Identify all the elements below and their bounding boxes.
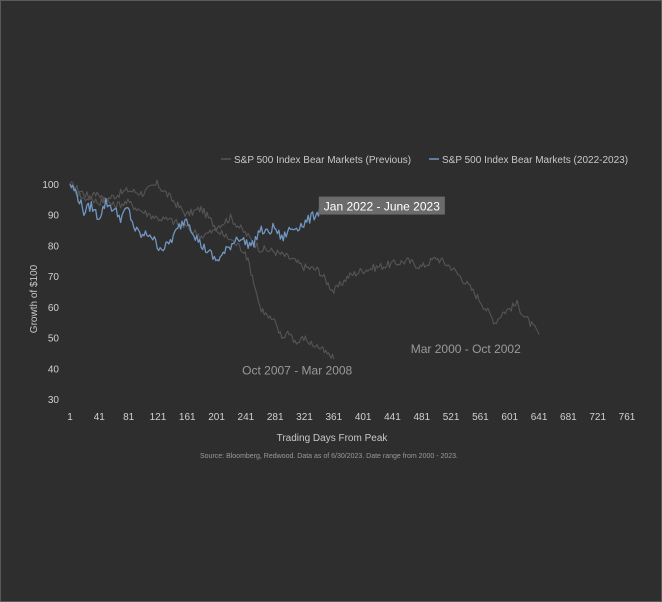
x-tick-label: 561 bbox=[472, 412, 489, 423]
legend-label-previous: S&P 500 Index Bear Markets (Previous) bbox=[234, 155, 411, 166]
annotation-label-current: Jan 2022 - June 2023 bbox=[324, 200, 440, 214]
y-tick-label: 50 bbox=[48, 334, 60, 345]
annotation-label: Oct 2007 - Mar 2008 bbox=[242, 363, 352, 377]
series-line-jan-2022-june-2023 bbox=[69, 183, 323, 262]
y-tick-label: 100 bbox=[42, 180, 59, 191]
x-tick-label: 721 bbox=[589, 412, 606, 423]
x-tick-label: 481 bbox=[413, 412, 430, 423]
x-tick-label: 321 bbox=[296, 412, 313, 423]
source-note: Source: Bloomberg, Redwood. Data as of 6… bbox=[200, 453, 458, 460]
x-tick-label: 121 bbox=[150, 412, 167, 423]
series-group bbox=[69, 179, 540, 360]
x-tick-label: 641 bbox=[531, 412, 548, 423]
y-tick-label: 70 bbox=[48, 272, 60, 283]
x-tick-label: 241 bbox=[238, 412, 255, 423]
y-axis-title: Growth of $100 bbox=[29, 264, 40, 333]
x-tick-label: 761 bbox=[619, 412, 636, 423]
y-tick-label: 30 bbox=[48, 395, 60, 406]
x-tick-label: 401 bbox=[355, 412, 372, 423]
x-tick-label: 81 bbox=[123, 412, 135, 423]
x-tick-label: 681 bbox=[560, 412, 577, 423]
x-tick-label: 361 bbox=[325, 412, 342, 423]
x-axis: 1 41 81 121 161 201 241 281 321 361 401 441 481 521 56… bbox=[67, 412, 636, 423]
x-tick-label: 521 bbox=[443, 412, 460, 423]
y-tick-label: 40 bbox=[48, 364, 60, 375]
annotation-box bbox=[318, 196, 445, 215]
series-line-oct-2007-mar-2008 bbox=[69, 183, 335, 360]
y-tick-label: 60 bbox=[48, 303, 60, 314]
x-axis-title: Trading Days From Peak bbox=[277, 433, 389, 444]
x-tick-label: 281 bbox=[267, 412, 284, 423]
x-tick-label: 161 bbox=[179, 412, 196, 423]
x-tick-label: 201 bbox=[208, 412, 225, 423]
legend-label-current: S&P 500 Index Bear Markets (2022-2023) bbox=[442, 155, 628, 166]
x-tick-label: 1 bbox=[67, 412, 73, 423]
y-tick-label: 90 bbox=[48, 211, 60, 222]
legend: S&P 500 Index Bear Markets (Previous) S&… bbox=[221, 155, 628, 166]
y-tick-label: 80 bbox=[48, 241, 60, 252]
annotation-label: Mar 2000 - Oct 2002 bbox=[411, 342, 521, 356]
x-tick-label: 441 bbox=[384, 412, 401, 423]
annotations: Jan 2022 - June 2023 Mar 2000 - Oct 2002 O… bbox=[242, 196, 521, 377]
x-tick-label: 41 bbox=[94, 412, 106, 423]
x-tick-label: 601 bbox=[501, 412, 518, 423]
y-axis: 30 40 50 60 70 80 90 100 bbox=[42, 180, 59, 406]
series-line-mar-2000-oct-2002 bbox=[69, 179, 540, 335]
